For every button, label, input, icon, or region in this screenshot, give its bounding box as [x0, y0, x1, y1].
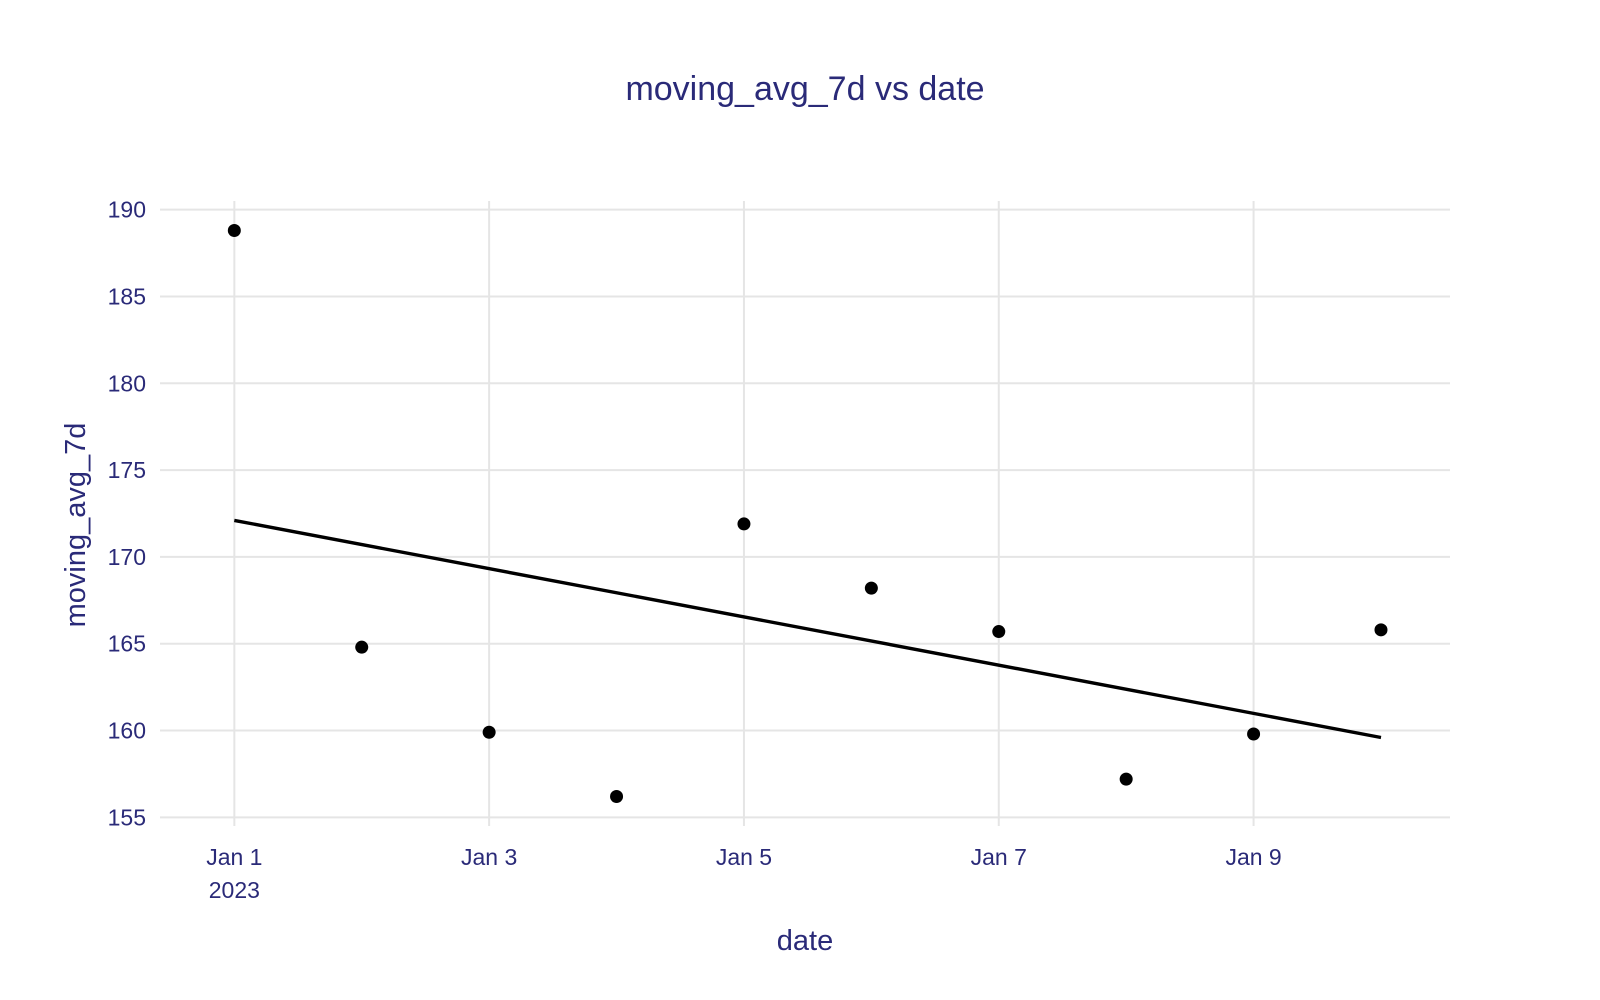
- data-point: [355, 640, 369, 654]
- x-tick-label: Jan 5: [716, 844, 772, 870]
- data-point: [864, 581, 878, 595]
- y-tick-label: 160: [108, 718, 146, 744]
- data-point: [1247, 727, 1261, 741]
- data-point: [482, 725, 496, 739]
- x-tick-label: Jan 1: [206, 844, 262, 870]
- data-point: [610, 789, 624, 803]
- y-axis-ticks: 155 160 165 170 175 180 185 190: [108, 197, 146, 831]
- x-tick-sublabel: 2023: [209, 877, 260, 903]
- data-point: [1374, 623, 1388, 637]
- data-point: [227, 224, 241, 238]
- y-tick-label: 170: [108, 544, 146, 570]
- y-tick-label: 165: [108, 631, 146, 657]
- x-tick-label: Jan 3: [461, 844, 517, 870]
- x-tick-label: Jan 9: [1225, 844, 1281, 870]
- y-tick-label: 180: [108, 370, 146, 396]
- chart-title: moving_avg_7d vs date: [625, 70, 984, 108]
- y-axis-title: moving_avg_7d: [60, 423, 92, 628]
- y-tick-label: 190: [108, 197, 146, 223]
- x-tick-label: Jan 7: [971, 844, 1027, 870]
- trend-line: [233, 518, 1382, 740]
- y-tick-label: 155: [108, 804, 146, 830]
- trend-series: [233, 518, 1382, 740]
- x-axis-title: date: [777, 925, 833, 957]
- gridlines: [160, 201, 1450, 826]
- data-point: [737, 517, 751, 531]
- data-points: [227, 224, 1388, 803]
- x-axis-ticks: Jan 1 2023 Jan 3 Jan 5 Jan 7 Jan 9: [206, 844, 1282, 903]
- data-point: [1119, 772, 1133, 786]
- data-point: [992, 625, 1006, 639]
- y-tick-label: 185: [108, 283, 146, 309]
- y-tick-label: 175: [108, 457, 146, 483]
